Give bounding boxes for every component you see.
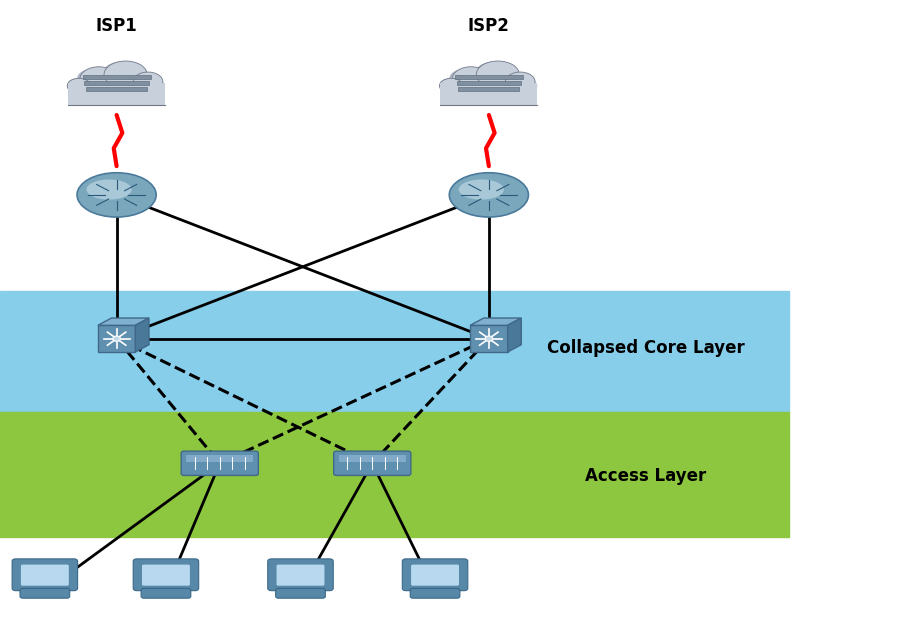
FancyBboxPatch shape: [267, 559, 334, 590]
FancyBboxPatch shape: [20, 589, 70, 598]
Polygon shape: [508, 318, 521, 352]
Bar: [186, 455, 254, 462]
Ellipse shape: [67, 78, 91, 93]
Ellipse shape: [67, 78, 87, 91]
Ellipse shape: [104, 61, 147, 88]
Polygon shape: [98, 318, 149, 325]
Ellipse shape: [86, 180, 132, 199]
Ellipse shape: [103, 62, 139, 83]
FancyBboxPatch shape: [276, 565, 325, 586]
FancyBboxPatch shape: [181, 451, 258, 475]
Ellipse shape: [476, 61, 519, 88]
FancyBboxPatch shape: [142, 565, 190, 586]
Bar: [440, 83, 537, 105]
Ellipse shape: [440, 78, 459, 91]
Bar: [0, 412, 789, 537]
Bar: [84, 81, 149, 85]
FancyBboxPatch shape: [411, 565, 459, 586]
Ellipse shape: [133, 72, 163, 91]
Bar: [68, 83, 165, 105]
Polygon shape: [135, 318, 149, 352]
Ellipse shape: [475, 62, 511, 83]
Ellipse shape: [505, 72, 530, 88]
Text: Collapsed Core Layer: Collapsed Core Layer: [547, 339, 745, 357]
Text: ISP1: ISP1: [96, 17, 137, 35]
Ellipse shape: [79, 190, 154, 204]
Ellipse shape: [519, 80, 537, 92]
Bar: [458, 87, 519, 91]
Ellipse shape: [77, 69, 106, 88]
FancyBboxPatch shape: [402, 559, 468, 590]
Ellipse shape: [80, 66, 118, 91]
Ellipse shape: [451, 190, 527, 204]
Bar: [72, 83, 161, 103]
FancyBboxPatch shape: [275, 589, 326, 598]
Bar: [86, 87, 147, 91]
Ellipse shape: [506, 72, 535, 91]
Bar: [455, 75, 523, 79]
Text: ISP2: ISP2: [468, 17, 509, 35]
Ellipse shape: [440, 78, 463, 93]
FancyBboxPatch shape: [133, 559, 198, 590]
Ellipse shape: [485, 336, 492, 341]
FancyBboxPatch shape: [13, 559, 78, 590]
FancyBboxPatch shape: [141, 589, 191, 598]
Bar: [338, 455, 406, 462]
Text: Access Layer: Access Layer: [585, 467, 707, 485]
Bar: [83, 75, 151, 79]
Bar: [470, 325, 508, 352]
Bar: [0, 291, 789, 412]
Ellipse shape: [113, 336, 120, 341]
FancyBboxPatch shape: [334, 451, 411, 475]
Ellipse shape: [147, 80, 165, 92]
FancyBboxPatch shape: [410, 589, 460, 598]
Ellipse shape: [449, 173, 528, 217]
Ellipse shape: [77, 173, 156, 217]
Ellipse shape: [458, 180, 504, 199]
Bar: [444, 83, 534, 103]
Bar: [98, 325, 135, 352]
FancyBboxPatch shape: [21, 565, 69, 586]
Ellipse shape: [133, 72, 158, 88]
Bar: [457, 81, 521, 85]
Polygon shape: [470, 318, 521, 325]
Ellipse shape: [449, 69, 478, 88]
Ellipse shape: [452, 66, 490, 91]
